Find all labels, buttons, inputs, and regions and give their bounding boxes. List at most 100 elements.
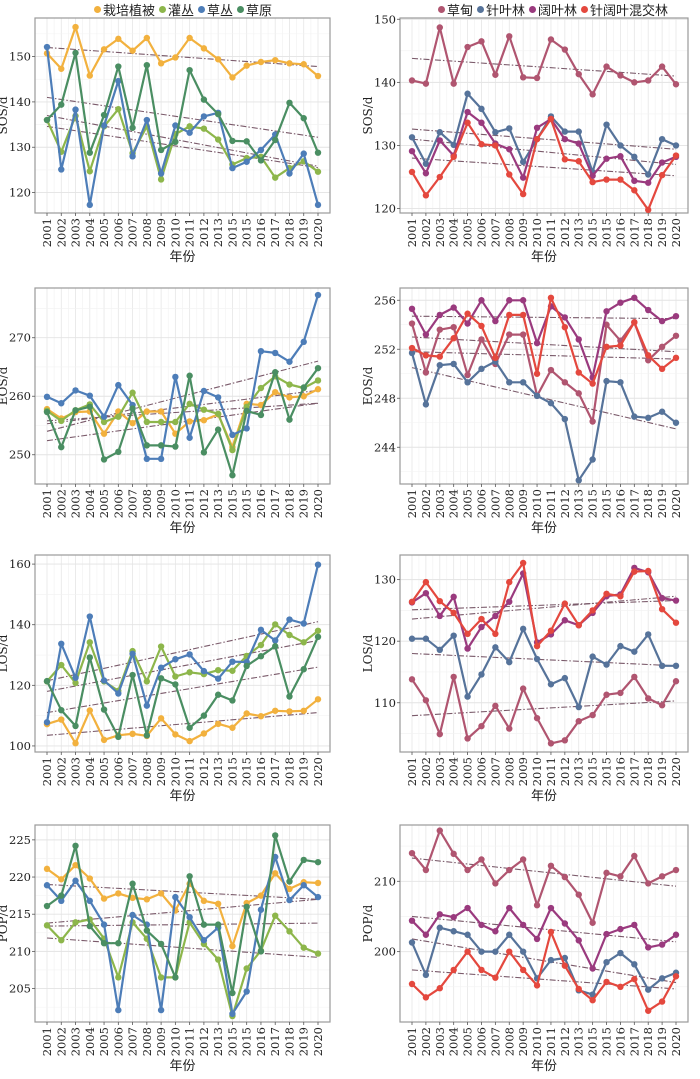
- series-草丛: [43, 43, 322, 209]
- data-point: [408, 147, 416, 155]
- data-point: [589, 653, 596, 660]
- data-point: [478, 365, 485, 373]
- data-point: [422, 170, 430, 177]
- trend-line: [46, 712, 319, 736]
- data-point: [157, 455, 165, 463]
- data-point: [589, 418, 596, 425]
- data-point: [478, 615, 485, 623]
- data-point: [157, 664, 165, 671]
- x-tick-label: 2007: [488, 757, 502, 786]
- x-tick-label: 2006: [111, 757, 125, 786]
- data-point: [631, 673, 638, 681]
- data-point: [408, 77, 416, 84]
- data-point: [533, 982, 541, 989]
- x-tick-label: 2005: [97, 1027, 111, 1056]
- data-point: [286, 381, 293, 388]
- data-point: [314, 149, 322, 156]
- data-point: [129, 894, 136, 902]
- trend-line: [411, 595, 677, 620]
- data-point: [645, 880, 652, 887]
- data-point: [533, 714, 541, 722]
- x-tick-label: 2009: [154, 489, 168, 518]
- data-point: [286, 358, 293, 365]
- data-point: [58, 937, 65, 944]
- y-tick-label: 205: [9, 982, 31, 996]
- data-point: [408, 168, 416, 176]
- data-point: [672, 662, 680, 670]
- data-point: [272, 388, 279, 396]
- x-tick-label: 2011: [183, 757, 197, 786]
- data-point: [214, 426, 222, 433]
- data-point: [86, 168, 93, 175]
- y-axis-label: LOS/d: [361, 634, 375, 672]
- data-point: [186, 418, 193, 425]
- trend-line: [411, 336, 677, 353]
- y-tick-label: 244: [374, 440, 396, 454]
- data-point: [100, 706, 108, 713]
- chart-los-left: 100 120 140 160 2001 2002 2003 2004 2005 2006 2007…: [0, 554, 331, 804]
- data-point: [143, 732, 151, 739]
- data-point: [547, 115, 555, 123]
- data-point: [286, 885, 293, 893]
- data-point: [631, 79, 638, 86]
- data-point: [658, 135, 666, 143]
- data-point: [272, 174, 279, 181]
- data-point: [519, 856, 527, 863]
- data-point: [157, 974, 165, 981]
- data-point: [229, 658, 236, 665]
- data-point: [422, 352, 430, 359]
- y-tick-label: 120: [9, 678, 31, 692]
- data-point: [229, 431, 236, 439]
- data-point: [422, 80, 430, 87]
- data-point: [519, 921, 527, 929]
- data-point: [506, 578, 513, 586]
- data-point: [506, 658, 513, 666]
- data-point: [519, 158, 527, 166]
- data-point: [86, 875, 93, 882]
- data-point: [100, 122, 108, 129]
- data-point: [115, 63, 122, 70]
- data-point: [157, 715, 165, 722]
- data-point: [300, 882, 307, 889]
- data-point: [43, 408, 51, 416]
- data-point: [519, 559, 527, 567]
- data-point: [506, 33, 513, 40]
- data-point: [214, 110, 222, 118]
- data-point: [100, 430, 108, 437]
- data-point: [603, 930, 610, 938]
- x-tick-label: 2007: [488, 489, 502, 518]
- data-point: [314, 291, 322, 299]
- chart-eos-right: 244 248 252 256 2001 2002 2003 2004 2005 2006 2007…: [361, 287, 689, 536]
- x-tick-label: 2006: [111, 1027, 125, 1056]
- x-tick-label: 2002: [54, 489, 68, 518]
- data-point: [172, 673, 179, 680]
- data-point: [561, 379, 569, 386]
- data-point: [658, 975, 666, 982]
- data-point: [658, 159, 666, 166]
- x-tick-label: 2008: [140, 218, 154, 247]
- data-point: [575, 718, 582, 725]
- data-point: [436, 612, 443, 620]
- data-point: [533, 642, 541, 650]
- legend-label: 草丛: [207, 3, 234, 19]
- data-point: [450, 609, 457, 617]
- data-point: [100, 895, 108, 902]
- data-point: [229, 137, 236, 145]
- data-point: [300, 666, 307, 673]
- data-point: [300, 856, 307, 864]
- x-tick-label: 2012: [197, 218, 211, 247]
- data-point: [645, 352, 652, 359]
- data-point: [200, 417, 208, 424]
- legend-marker-icon: [529, 5, 537, 13]
- data-point: [631, 852, 638, 860]
- data-point: [575, 70, 582, 78]
- data-point: [450, 632, 457, 639]
- data-point: [300, 393, 307, 400]
- data-point: [617, 949, 624, 957]
- data-point: [186, 669, 193, 676]
- data-point: [43, 393, 51, 401]
- y-tick-label: 130: [374, 138, 396, 152]
- y-tick-label: 120: [374, 634, 396, 648]
- data-point: [243, 138, 250, 145]
- data-point: [575, 937, 582, 944]
